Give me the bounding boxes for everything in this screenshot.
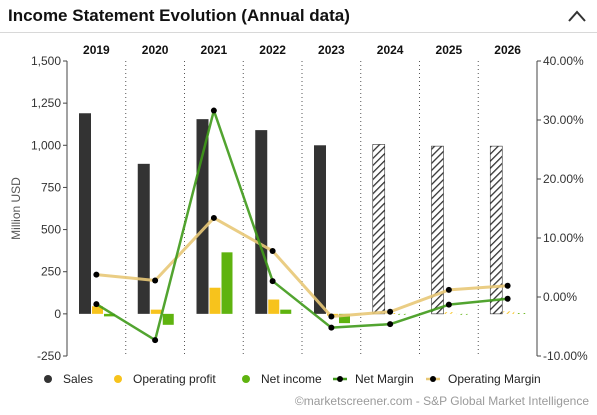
- legend-net-income-label: Net income: [261, 372, 322, 386]
- net-income-bar: [280, 309, 292, 314]
- operating-margin-point: [210, 214, 217, 221]
- legend-sales-marker: [44, 375, 52, 383]
- right-tick-label: 40.00%: [543, 54, 584, 68]
- left-tick-label: -250: [37, 349, 61, 363]
- category-label: 2023: [318, 43, 345, 57]
- sales-bar: [79, 113, 91, 314]
- net-margin-point: [328, 324, 335, 331]
- right-tick-label: -10.00%: [543, 349, 588, 363]
- operating-profit-bar: [150, 309, 162, 314]
- net-income-bar: [456, 313, 468, 315]
- legend-operating-profit-label: Operating profit: [133, 372, 216, 386]
- sales-bar: [255, 130, 268, 314]
- operating-profit-bar: [209, 287, 221, 314]
- left-tick-label: 1,500: [31, 54, 61, 68]
- chart-title: Income Statement Evolution (Annual data): [8, 6, 350, 25]
- net-margin-point: [210, 107, 217, 114]
- sales-bar: [372, 144, 386, 315]
- left-tick-label: 500: [41, 223, 61, 237]
- legend-sales-label: Sales: [63, 372, 93, 386]
- source-credit: ©marketscreener.com - S&P Global Market …: [294, 394, 589, 408]
- category-label: 2022: [259, 43, 286, 57]
- chevron-up-icon[interactable]: [566, 8, 588, 24]
- operating-margin-point: [445, 286, 452, 293]
- operating-margin-point: [269, 247, 276, 254]
- left-tick-label: 0: [54, 307, 61, 321]
- operating-profit-bar: [444, 312, 456, 314]
- legend-net-income-marker: [242, 375, 250, 383]
- chart-header: Income Statement Evolution (Annual data): [0, 0, 597, 33]
- operating-margin-point: [387, 308, 394, 315]
- net-income-bar: [162, 313, 174, 325]
- operating-margin-point: [152, 277, 159, 284]
- operating-profit-bar: [268, 299, 280, 314]
- legend-net-margin-label: Net Margin: [355, 372, 414, 386]
- sales-bar: [431, 145, 444, 315]
- operating-margin-point: [328, 313, 335, 320]
- net-income-bar: [221, 252, 233, 314]
- y-axis-label: Million USD: [9, 177, 23, 240]
- left-tick-label: 1,250: [31, 96, 61, 110]
- category-label: 2019: [83, 43, 110, 57]
- left-tick-label: 250: [41, 265, 61, 279]
- category-label: 2026: [494, 43, 521, 57]
- category-label: 2021: [201, 43, 228, 57]
- legend-net-margin-marker: [337, 376, 343, 382]
- legend-operating-margin-label: Operating Margin: [448, 372, 541, 386]
- category-label: 2024: [377, 43, 404, 57]
- legend-operating-profit-marker: [114, 375, 122, 383]
- net-margin-point: [269, 278, 276, 285]
- operating-margin-point: [504, 282, 511, 289]
- sales-bar: [137, 163, 150, 314]
- legend-operating-margin-marker: [430, 376, 436, 382]
- net-margin-point: [504, 295, 511, 302]
- operating-profit-bar: [92, 306, 103, 314]
- net-income-bar: [104, 313, 115, 317]
- right-tick-label: 0.00%: [543, 290, 577, 304]
- net-margin-point: [387, 321, 394, 328]
- sales-bar: [196, 119, 209, 314]
- net-margin-line: [95, 109, 509, 342]
- operating-margin-point: [93, 271, 100, 278]
- net-margin-point: [152, 337, 159, 344]
- net-margin-point: [93, 301, 100, 308]
- left-tick-label: 1,000: [31, 138, 61, 152]
- net-income-bar: [515, 313, 527, 315]
- operating-profit-bar: [503, 311, 515, 314]
- right-tick-label: 20.00%: [543, 172, 584, 186]
- category-label: 2025: [436, 43, 463, 57]
- right-tick-label: 30.00%: [543, 113, 584, 127]
- net-income-bar: [397, 313, 409, 315]
- net-margin-point: [445, 301, 452, 308]
- category-label: 2020: [142, 43, 169, 57]
- net-income-bar: [339, 313, 350, 324]
- left-tick-label: 750: [41, 180, 61, 194]
- sales-bar: [489, 145, 503, 315]
- right-tick-label: 10.00%: [543, 231, 584, 245]
- operating-margin-line: [94, 216, 510, 318]
- sales-bar: [314, 145, 326, 314]
